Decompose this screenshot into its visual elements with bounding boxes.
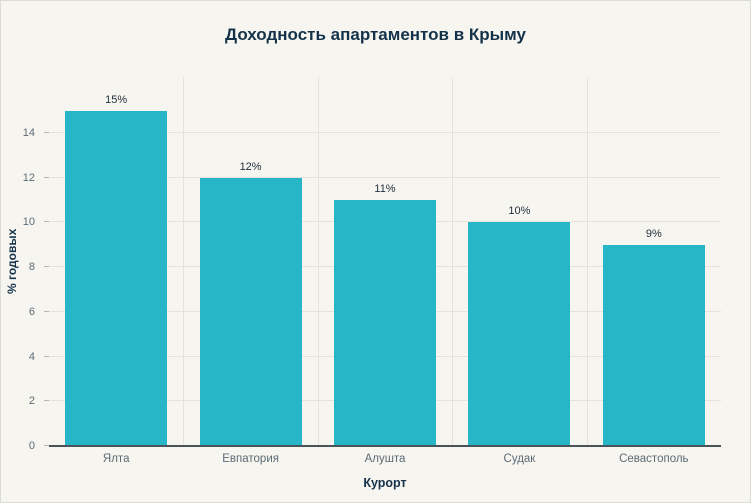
bar-slot-5: 9% <box>587 77 721 446</box>
gridline-x <box>452 77 454 446</box>
gridline-x <box>183 77 185 446</box>
bar-3 <box>333 200 437 446</box>
y-tick-mark <box>44 355 49 357</box>
gridline-y-12 <box>49 176 721 178</box>
bar-4 <box>468 222 571 446</box>
bar-2 <box>199 177 302 446</box>
x-axis-ticks: Ялта Евпатория Алушта Судак Севастополь <box>49 453 721 465</box>
x-axis-line <box>49 445 721 447</box>
gridline-x <box>317 77 319 446</box>
y-tick-mark <box>44 266 49 268</box>
bar-slot-3: 11% <box>318 77 452 446</box>
bar-value-label: 15% <box>105 93 128 106</box>
bar-5 <box>602 244 705 446</box>
y-tick-label: 12 <box>22 171 35 184</box>
bar-slot-2: 12% <box>183 77 317 446</box>
x-tick-label: Севастополь <box>619 453 689 465</box>
bar-slot-4: 10% <box>452 77 586 446</box>
chart-title: Доходность апартаментов в Крыму <box>225 25 526 44</box>
gridline-x <box>586 77 588 446</box>
y-tick-mark <box>44 400 49 402</box>
x-tick-label: Евпатория <box>222 453 279 465</box>
y-tick-mark <box>44 221 49 223</box>
y-tick-label: 2 <box>28 395 35 408</box>
y-tick-mark <box>44 176 49 178</box>
y-tick-label: 10 <box>22 216 35 229</box>
y-tick-mark <box>44 310 49 312</box>
x-tick-label: Судак <box>503 453 536 465</box>
y-tick-label: 14 <box>22 126 35 139</box>
y-tick-mark <box>44 131 49 133</box>
x-axis-label: Курорт <box>363 476 407 490</box>
y-tick-label: 6 <box>28 305 35 318</box>
gridline-y-14 <box>49 131 721 133</box>
plot-area: 15% 12% 11% 10% 9% <box>44 77 721 447</box>
bar-value-label: 10% <box>508 205 531 218</box>
bar-slot-1: 15% <box>49 77 183 446</box>
y-tick-label: 4 <box>28 350 35 363</box>
y-tick-label: 0 <box>28 440 35 452</box>
y-tick-label: 8 <box>28 261 35 274</box>
bar-1 <box>65 110 168 446</box>
y-axis-ticks: 0 2 4 6 8 10 12 14 <box>1 77 45 452</box>
x-tick-label: Ялта <box>102 453 130 465</box>
bar-value-label: 12% <box>239 160 262 173</box>
y-tick-mark <box>44 445 49 446</box>
bar-value-label: 9% <box>645 227 662 240</box>
bar-value-label: 11% <box>374 183 396 196</box>
x-tick-label: Алушта <box>364 453 406 465</box>
